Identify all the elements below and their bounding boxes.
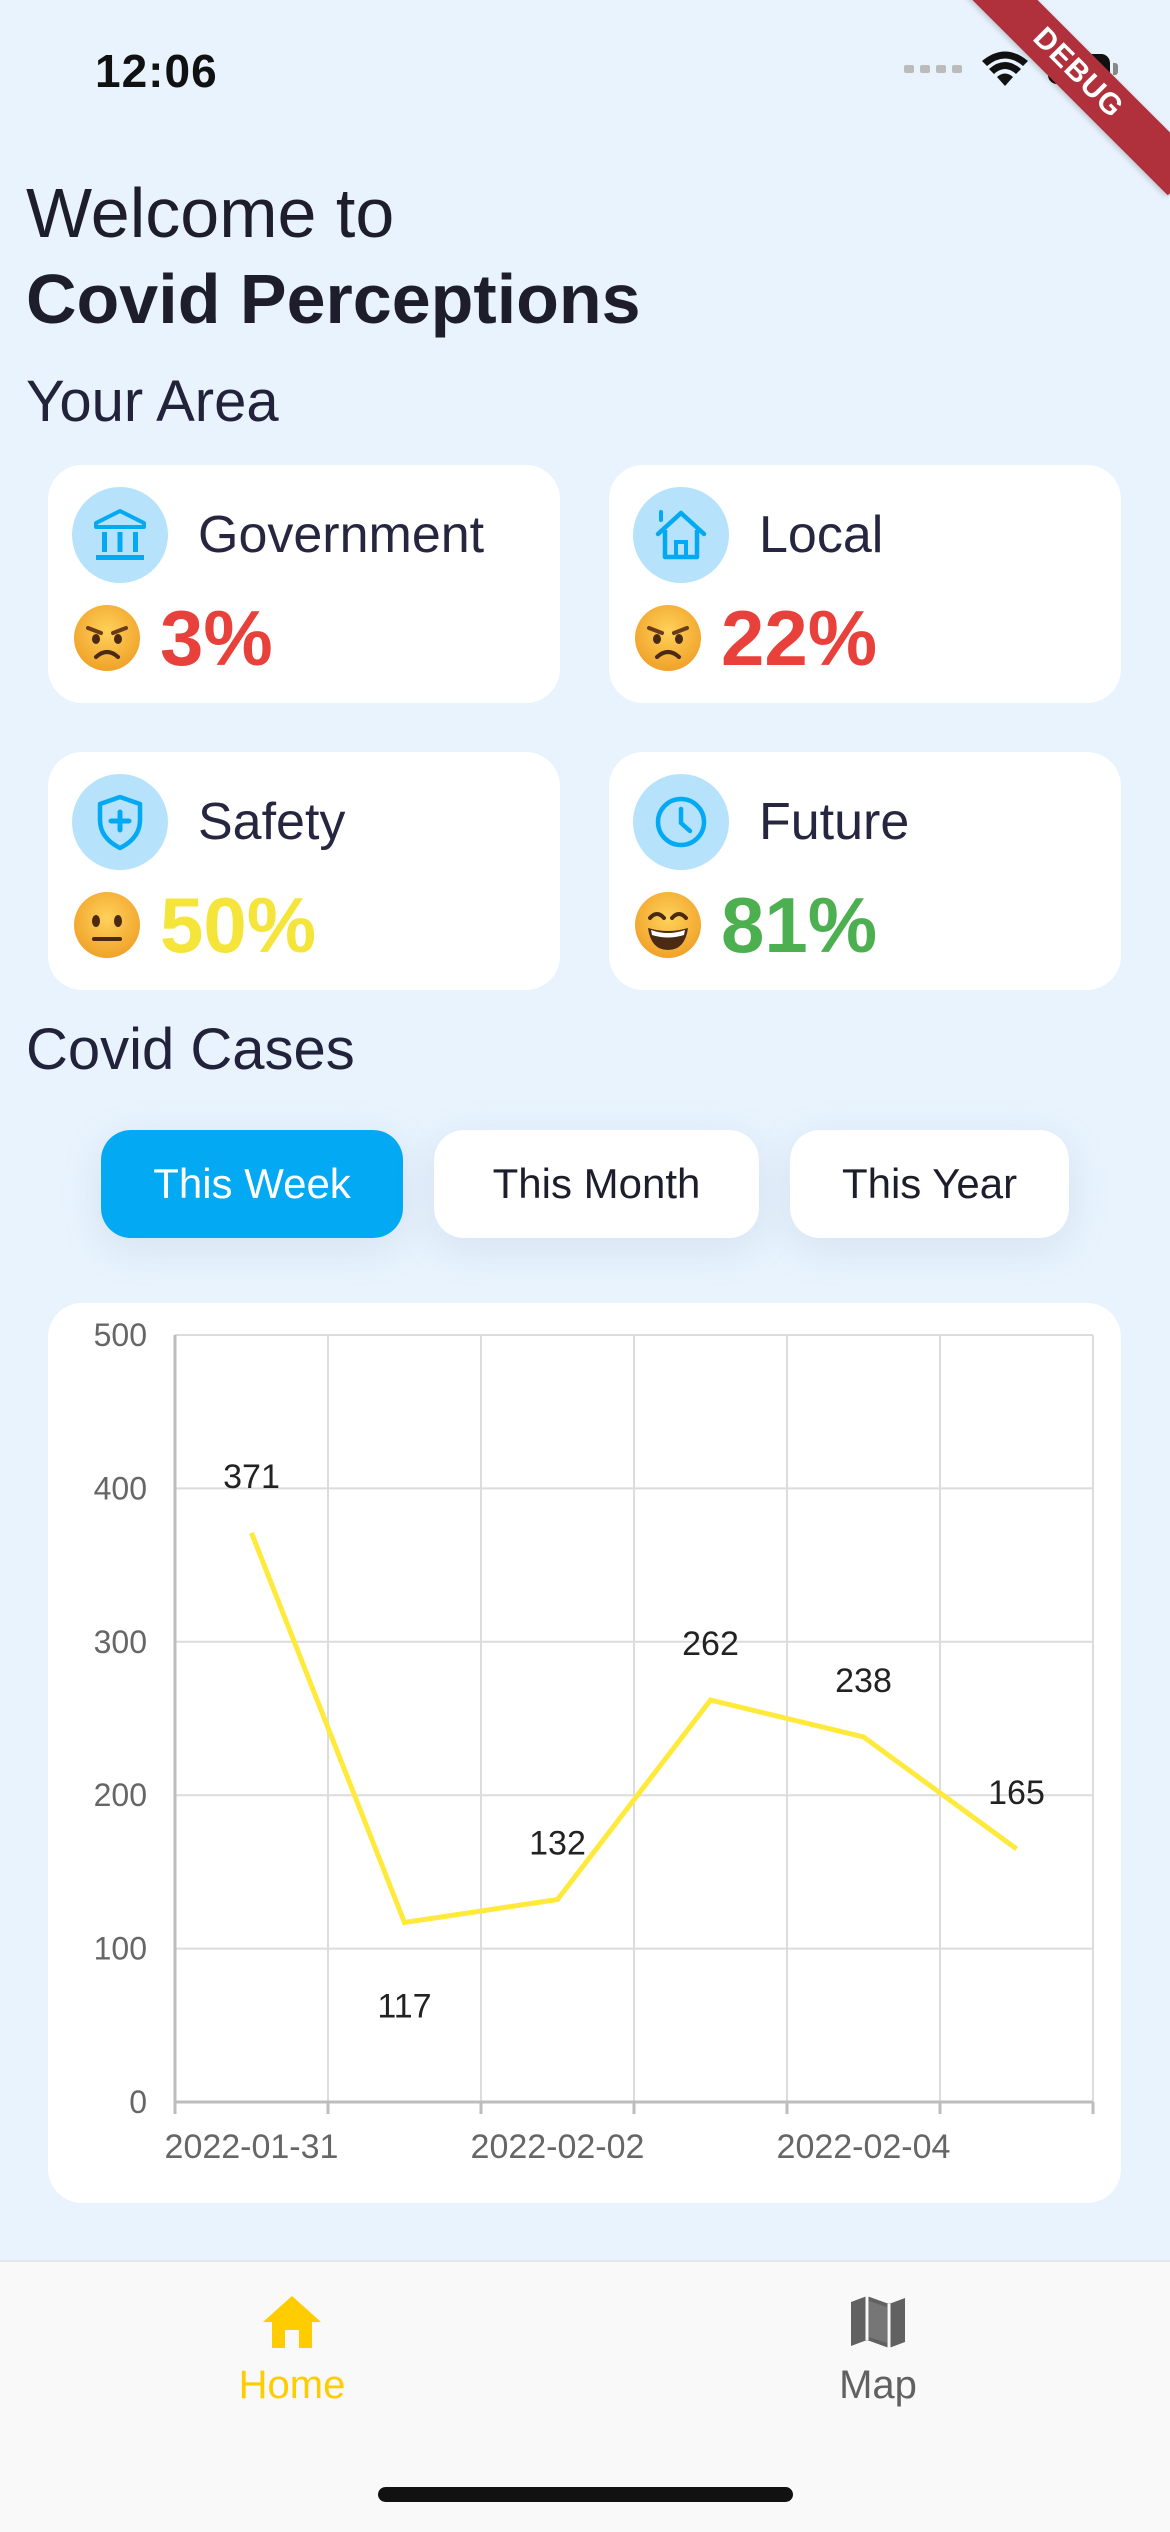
series-line (249, 1531, 1018, 1926)
status-time: 12:06 (95, 45, 218, 97)
bottom-navigation: Home Map (0, 2260, 1170, 2532)
home-icon (263, 2296, 321, 2348)
data-label: 165 (988, 1774, 1045, 1812)
cases-line-chart: 0 100 200 300 400 500 2022-01-31 2022-02-02 2022… (94, 1317, 1095, 2166)
x-tick-label: 2022-01-31 (165, 2128, 339, 2166)
grinning-face-icon (635, 892, 701, 958)
cases-chart-card: 0 100 200 300 400 500 2022-01-31 2022-02-02 2022… (48, 1303, 1121, 2203)
tab-this-month[interactable]: This Month (434, 1130, 759, 1238)
angry-face-icon (635, 605, 701, 671)
card-label: Local (759, 506, 884, 564)
card-value: 22% (721, 594, 878, 682)
government-building-icon (94, 509, 146, 560)
nav-label-map: Map (839, 2363, 917, 2407)
shield-plus-icon (97, 794, 143, 851)
tab-this-week[interactable]: This Week (101, 1130, 403, 1238)
welcome-heading: Welcome to Covid Perceptions (26, 170, 641, 342)
neutral-face-icon (74, 892, 140, 958)
card-label: Government (198, 506, 485, 564)
card-value: 50% (160, 881, 317, 969)
card-future[interactable]: Future 81% (609, 752, 1121, 990)
card-value: 81% (721, 881, 878, 969)
map-icon (851, 2296, 905, 2348)
home-indicator (378, 2487, 793, 2502)
card-icon (633, 487, 729, 583)
x-tick-label: 2022-02-02 (471, 2128, 645, 2166)
y-tick-label: 400 (94, 1470, 147, 1506)
covid-cases-title: Covid Cases (26, 1017, 355, 1082)
y-tick-label: 200 (94, 1777, 147, 1813)
debug-banner: DEBUG (955, 0, 1170, 196)
y-tick-label: 300 (94, 1624, 147, 1660)
data-label: 238 (835, 1662, 892, 1700)
card-government[interactable]: Government 3% (48, 465, 560, 703)
angry-face-icon (74, 605, 140, 671)
your-area-title: Your Area (26, 369, 279, 434)
card-icon (633, 774, 729, 870)
card-safety[interactable]: Safety 50% (48, 752, 560, 990)
data-label: 371 (223, 1458, 280, 1496)
nav-item-home[interactable]: Home (142, 2292, 442, 2408)
x-tick-label: 2022-02-04 (777, 2128, 951, 2166)
data-label: 117 (377, 1988, 431, 2026)
app-title: Covid Perceptions (26, 260, 641, 338)
y-tick-label: 0 (129, 2084, 147, 2120)
data-label: 262 (682, 1625, 739, 1663)
welcome-line1: Welcome to (26, 174, 395, 252)
card-icon (72, 487, 168, 583)
wifi-icon (982, 51, 1028, 86)
nav-item-map[interactable]: Map (728, 2292, 1028, 2408)
cellular-signal-icon (904, 65, 962, 73)
tab-this-year[interactable]: This Year (790, 1130, 1069, 1238)
y-tick-label: 100 (94, 1931, 147, 1967)
data-label: 132 (529, 1825, 586, 1863)
clock-icon (655, 796, 707, 848)
card-label: Safety (198, 793, 346, 851)
card-value: 3% (160, 594, 273, 682)
card-local[interactable]: Local 22% (609, 465, 1121, 703)
home-icon (655, 510, 707, 560)
card-icon (72, 774, 168, 870)
y-tick-label: 500 (94, 1317, 147, 1353)
nav-label-home: Home (238, 2363, 346, 2407)
card-label: Future (759, 793, 910, 851)
